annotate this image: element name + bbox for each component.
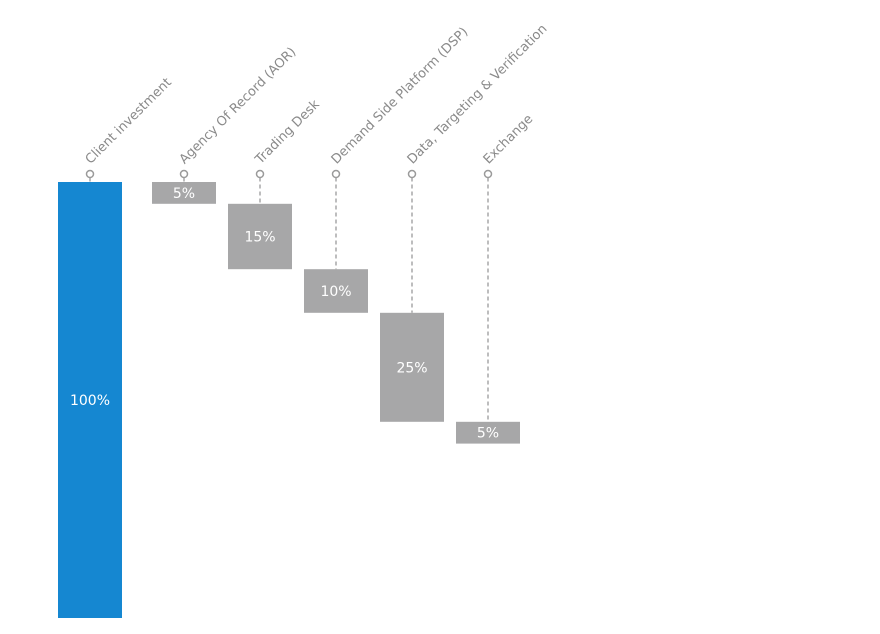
bar	[304, 269, 368, 313]
pin	[85, 169, 95, 179]
category-label: Demand Side Platform (DSP)	[329, 25, 472, 168]
category-label: Trading Desk	[252, 97, 323, 168]
bar	[380, 312, 444, 422]
category-label: Exchange	[481, 112, 537, 168]
pin	[483, 169, 493, 179]
bar	[456, 421, 520, 444]
pin	[331, 169, 341, 179]
data-label: 25%	[396, 360, 427, 376]
data-label: 5%	[173, 186, 195, 202]
category-label: Data, Targeting & Verification	[405, 22, 551, 168]
pin	[255, 169, 265, 179]
category-label: Client investment	[83, 75, 175, 167]
pin	[179, 169, 189, 179]
data-label: 10%	[320, 284, 351, 300]
data-label: 5%	[477, 426, 499, 442]
bar	[152, 182, 216, 204]
bar	[58, 182, 122, 618]
pin	[407, 169, 417, 179]
bar	[228, 203, 292, 270]
data-label: 15%	[244, 230, 275, 246]
data-label: 100%	[70, 393, 110, 409]
